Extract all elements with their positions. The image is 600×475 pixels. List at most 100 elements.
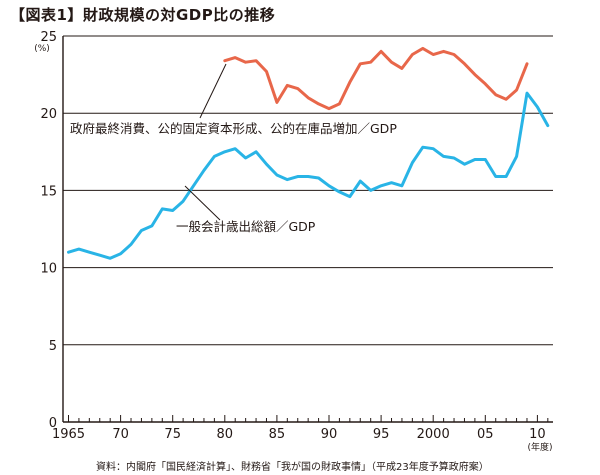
series-annotation-label: 政府最終消費、公的固定資本形成、公的在庫品増加／GDP [70,121,397,136]
data-point [296,87,299,90]
data-point [296,175,299,178]
data-point [317,103,320,105]
y-tick-label: 10 [40,262,57,277]
data-point [526,92,528,94]
data-point [515,89,518,91]
data-point [411,161,414,164]
data-point [98,254,101,257]
x-tick-label: 75 [164,427,181,442]
x-tick-label: 85 [269,427,286,442]
data-point [359,62,362,65]
annotation-leader-line [199,63,227,119]
data-point [505,98,507,101]
y-tick-label: 20 [40,107,57,122]
data-point [390,61,393,64]
data-point [442,50,445,53]
data-point [526,62,528,65]
data-point [276,101,278,104]
data-point [536,106,539,108]
data-point [515,155,518,158]
x-tick-label: 05 [477,427,494,442]
data-point [213,155,216,158]
data-point [244,61,247,64]
data-point [130,243,132,246]
data-point [380,50,382,53]
x-tick-label: 70 [112,427,129,442]
x-tick-label: 10 [529,427,546,442]
data-point [286,84,289,87]
data-point [244,157,247,159]
data-point [494,175,497,178]
series-layer [67,46,550,260]
data-point [390,181,393,184]
data-point [411,53,414,56]
data-point [338,191,341,193]
data-point [401,67,403,70]
data-point [255,59,257,62]
data-point [432,147,435,150]
x-tick-label: 95 [373,427,390,442]
data-point [453,53,455,56]
data-point [234,56,237,59]
data-point [401,184,403,187]
data-point [369,61,372,64]
data-point [494,93,497,96]
data-point [421,146,424,148]
y-tick-label: 0 [49,416,57,431]
data-point [119,252,122,255]
x-tick-label: 1965 [52,427,85,442]
data-point [463,163,466,165]
data-point [109,257,111,260]
data-point [317,177,320,179]
y-tick-label: 15 [40,184,57,199]
data-point [182,200,184,203]
data-point [442,155,445,158]
data-point [349,195,351,198]
data-point [432,53,435,56]
x-tick-label: 80 [217,427,234,442]
figure-title: 【図表1】財政規模の対GDP比の推移 [10,6,276,24]
data-point [255,151,257,153]
data-point [224,151,226,153]
data-point [78,248,80,250]
data-point [328,184,330,187]
data-point [421,47,424,50]
data-point [171,209,174,212]
x-tick-label: 2000 [417,427,450,442]
data-point [88,251,91,253]
axis-layer [62,36,553,423]
data-point [359,180,362,182]
x-tick-label: 90 [321,427,338,442]
data-point [67,251,70,253]
data-point [453,157,455,159]
data-point [547,124,549,127]
data-point [203,169,205,172]
data-point [474,73,476,76]
data-point [505,175,507,178]
data-point [484,158,487,161]
x-unit-label: (年度) [527,441,552,453]
data-point [307,96,309,99]
data-point [234,147,237,150]
data-point [140,229,143,232]
data-point [474,158,476,161]
data-point [328,107,330,110]
y-unit-label: (%) [34,44,50,54]
annotation-layer: 政府最終消費、公的固定資本形成、公的在庫品増加／GDP 一般会計歳出総額／GDP [70,63,397,234]
grid-layer [63,35,553,346]
data-point [484,83,487,85]
data-point [307,175,309,178]
data-point [369,189,372,192]
source-note: 資料：内閣府「国民経済計算」、財務省「我が国の財政事情」（平成23年度予算政府案… [96,462,489,473]
data-point [349,81,351,84]
data-point [265,163,268,165]
y-tick-label: 5 [49,339,57,354]
series-annotation-label: 一般会計歳出総額／GDP [176,219,316,234]
series-line-government-consumption [223,46,529,111]
data-point [224,59,226,62]
data-point [276,174,278,176]
data-point [151,225,153,227]
y-tick-label: 25 [40,30,57,45]
